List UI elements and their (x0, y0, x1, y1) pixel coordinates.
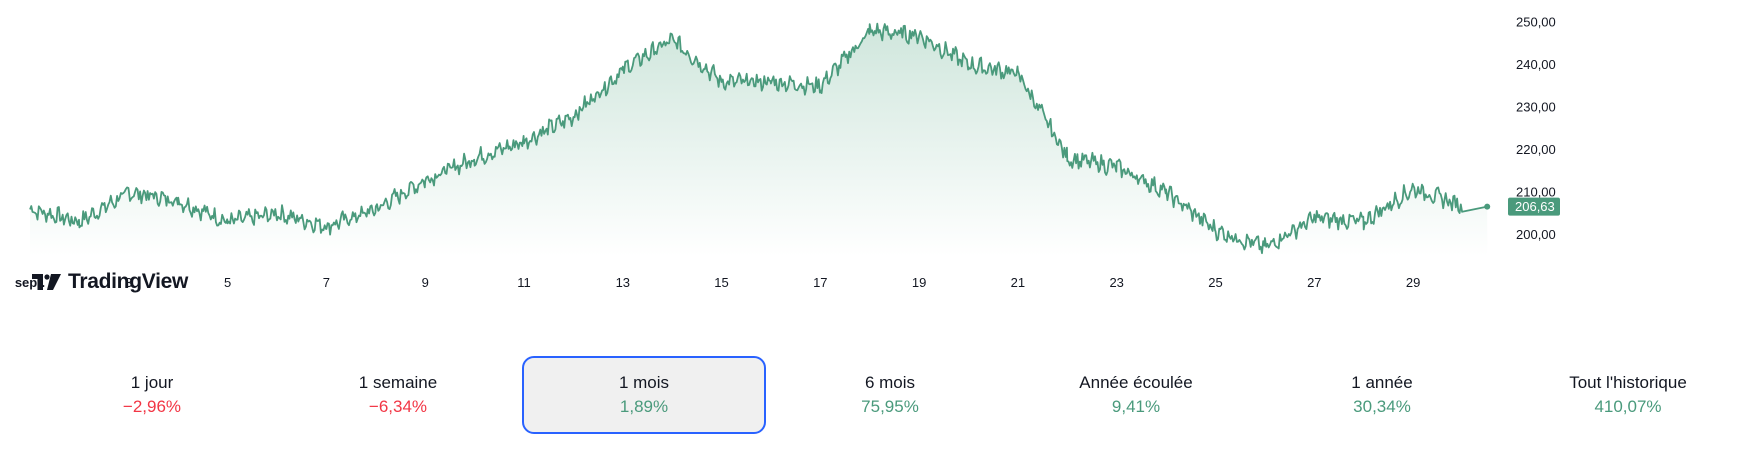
price-line (29, 22, 1488, 255)
range-change: −2,96% (122, 397, 182, 416)
x-tick-label: 25 (1208, 275, 1222, 290)
price-area (30, 23, 1488, 256)
range-change: 30,34% (1353, 397, 1411, 416)
x-tick-label: 27 (1307, 275, 1321, 290)
range-1-week[interactable]: 1 semaine −6,34% (276, 356, 520, 434)
x-tick-label: 3 (125, 275, 132, 290)
range-label: 1 année (1351, 373, 1413, 392)
range-label: 1 semaine (358, 373, 438, 392)
y-tick-label: 240,00 (1516, 57, 1556, 72)
range-change: 9,41% (1111, 397, 1161, 416)
x-tick-label: 21 (1011, 275, 1025, 290)
range-past-year[interactable]: Année écoulée 9,41% (1014, 356, 1258, 434)
x-tick-label: 17 (813, 275, 827, 290)
range-change: −6,34% (368, 397, 428, 416)
range-change: 1,89% (619, 397, 669, 416)
range-selector: 1 jour −2,96% 1 semaine −6,34% 1 mois 1,… (0, 356, 1755, 436)
range-label: 1 mois (618, 373, 670, 392)
range-1-month[interactable]: 1 mois 1,89% (522, 356, 766, 434)
x-tick-label: 13 (616, 275, 630, 290)
y-tick-label: 250,00 (1516, 15, 1556, 30)
logo-text: TradingView (68, 270, 189, 293)
range-all-time[interactable]: Tout l'historique 410,07% (1506, 356, 1750, 434)
range-6-months[interactable]: 6 mois 75,95% (768, 356, 1012, 434)
range-change: 410,07% (1594, 397, 1662, 416)
x-tick-label: 7 (323, 275, 330, 290)
last-price-dot (1484, 203, 1491, 210)
tradingview-logo-icon (32, 274, 61, 290)
x-tick-label: 23 (1109, 275, 1123, 290)
range-label: Année écoulée (1079, 373, 1193, 392)
x-tick-label: 19 (912, 275, 926, 290)
x-tick-label: 15 (714, 275, 728, 290)
y-tick-label: 210,00 (1516, 184, 1556, 199)
range-1-year[interactable]: 1 année 30,34% (1260, 356, 1504, 434)
last-price-label: 206,63 (1515, 199, 1555, 214)
last-price-tag (1508, 197, 1560, 216)
y-tick-label: 200,00 (1516, 227, 1556, 242)
range-change: 75,95% (861, 397, 919, 416)
x-tick-label: 5 (224, 275, 231, 290)
y-tick-label: 220,00 (1516, 142, 1556, 157)
range-label: 6 mois (864, 373, 916, 392)
tradingview-logo: TradingView (32, 270, 188, 294)
range-1-day[interactable]: 1 jour −2,96% (30, 356, 274, 434)
x-tick-label: 11 (517, 275, 531, 290)
range-label: 1 jour (130, 373, 174, 392)
range-label: Tout l'historique (1569, 373, 1687, 392)
x-tick-label: 29 (1406, 275, 1420, 290)
y-tick-label: 230,00 (1516, 99, 1556, 114)
x-tick-label: 9 (422, 275, 429, 290)
